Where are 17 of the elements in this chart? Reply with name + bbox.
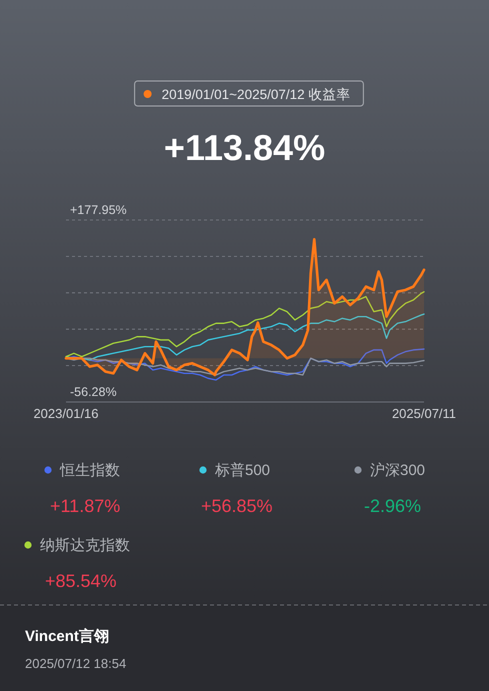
legend-label: 纳斯达克指数 — [40, 537, 130, 554]
text: +85.54% — [45, 571, 117, 591]
text: +56.85% — [201, 496, 273, 516]
text: +11.87% — [50, 496, 120, 516]
text: Vincent言翎 — [25, 627, 109, 645]
legend-label: 恒生指数 — [59, 462, 120, 479]
legend-label: 标普500 — [214, 462, 270, 479]
text: 2025/07/12 18:54 — [25, 656, 126, 671]
legend-label: 沪深300 — [370, 462, 426, 479]
text: -2.96% — [364, 496, 422, 516]
y-tick-label: -56.28% — [70, 385, 117, 399]
chart-subtitle: 2019/01/01~2025/07/12 收益率 — [162, 87, 350, 102]
x-tick-label: 2025/07/11 — [392, 406, 456, 421]
chart-title: +113.84% — [164, 127, 326, 168]
x-tick-label: 2023/01/16 — [33, 406, 99, 421]
y-tick-label: +177.95% — [70, 203, 127, 217]
picture-return-period-badge: 2019/01/01~2025/07/12 收益率 — [134, 80, 364, 106]
